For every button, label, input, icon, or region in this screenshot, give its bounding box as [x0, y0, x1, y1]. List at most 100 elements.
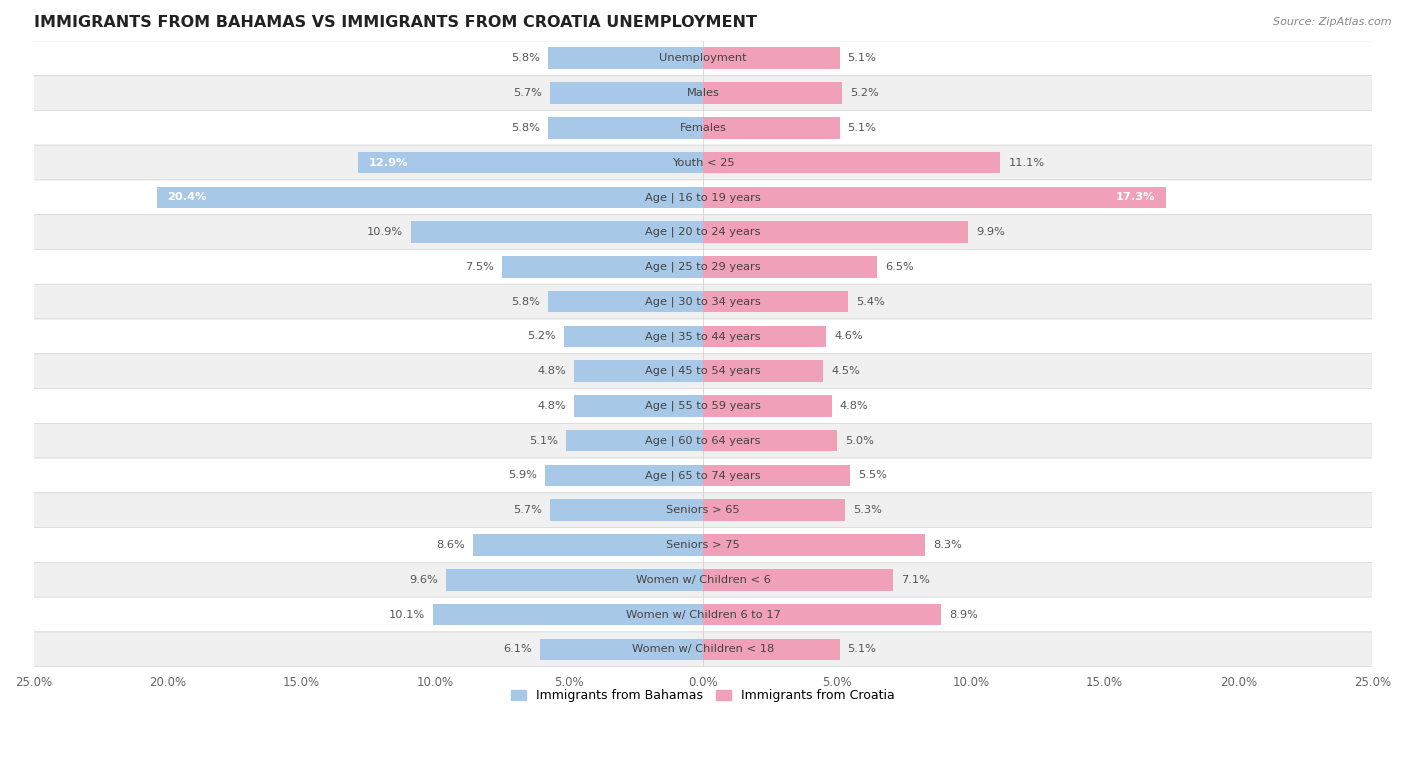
Bar: [703, 430, 837, 451]
Bar: [411, 221, 703, 243]
Text: 5.1%: 5.1%: [530, 436, 558, 446]
Bar: [703, 500, 845, 521]
Text: 4.6%: 4.6%: [834, 332, 863, 341]
Bar: [550, 500, 703, 521]
Text: Unemployment: Unemployment: [659, 53, 747, 64]
Text: 12.9%: 12.9%: [368, 157, 408, 167]
Bar: [703, 83, 842, 104]
Text: Source: ZipAtlas.com: Source: ZipAtlas.com: [1274, 17, 1392, 27]
Bar: [703, 465, 851, 486]
Bar: [703, 326, 827, 347]
Bar: [703, 256, 877, 278]
Text: 5.1%: 5.1%: [848, 644, 876, 654]
Text: 4.8%: 4.8%: [537, 401, 567, 411]
Bar: [548, 291, 703, 313]
Text: 5.8%: 5.8%: [510, 53, 540, 64]
FancyBboxPatch shape: [34, 354, 1372, 388]
Text: 4.8%: 4.8%: [537, 366, 567, 376]
Text: 4.8%: 4.8%: [839, 401, 869, 411]
Text: Age | 20 to 24 years: Age | 20 to 24 years: [645, 227, 761, 238]
Text: 5.4%: 5.4%: [856, 297, 884, 307]
Text: 5.1%: 5.1%: [848, 123, 876, 132]
Bar: [703, 569, 893, 590]
FancyBboxPatch shape: [34, 250, 1372, 284]
Bar: [703, 152, 1000, 173]
Text: Age | 25 to 29 years: Age | 25 to 29 years: [645, 262, 761, 272]
Text: Age | 60 to 64 years: Age | 60 to 64 years: [645, 435, 761, 446]
Text: 5.9%: 5.9%: [508, 470, 537, 481]
Text: Youth < 25: Youth < 25: [672, 157, 734, 167]
Text: 6.1%: 6.1%: [503, 644, 531, 654]
Text: 9.6%: 9.6%: [409, 575, 437, 584]
FancyBboxPatch shape: [34, 388, 1372, 423]
Text: Age | 55 to 59 years: Age | 55 to 59 years: [645, 400, 761, 411]
Text: 5.7%: 5.7%: [513, 88, 543, 98]
Bar: [502, 256, 703, 278]
Text: 17.3%: 17.3%: [1116, 192, 1156, 202]
FancyBboxPatch shape: [34, 76, 1372, 111]
FancyBboxPatch shape: [34, 145, 1372, 180]
Text: 7.5%: 7.5%: [465, 262, 494, 272]
Bar: [703, 604, 942, 625]
FancyBboxPatch shape: [34, 180, 1372, 215]
Bar: [564, 326, 703, 347]
FancyBboxPatch shape: [34, 284, 1372, 319]
Text: 5.0%: 5.0%: [845, 436, 873, 446]
FancyBboxPatch shape: [34, 215, 1372, 250]
Bar: [575, 395, 703, 416]
Bar: [703, 638, 839, 660]
FancyBboxPatch shape: [34, 528, 1372, 562]
Text: Women w/ Children < 18: Women w/ Children < 18: [631, 644, 775, 654]
Text: 8.6%: 8.6%: [436, 540, 464, 550]
Bar: [703, 48, 839, 69]
Text: 11.1%: 11.1%: [1008, 157, 1045, 167]
Text: Females: Females: [679, 123, 727, 132]
Text: 5.2%: 5.2%: [527, 332, 555, 341]
Bar: [540, 638, 703, 660]
Text: 7.1%: 7.1%: [901, 575, 929, 584]
FancyBboxPatch shape: [34, 597, 1372, 632]
Bar: [703, 186, 1166, 208]
Legend: Immigrants from Bahamas, Immigrants from Croatia: Immigrants from Bahamas, Immigrants from…: [506, 684, 900, 707]
Bar: [703, 221, 969, 243]
Text: 10.1%: 10.1%: [388, 609, 425, 619]
FancyBboxPatch shape: [34, 493, 1372, 528]
Bar: [703, 291, 848, 313]
FancyBboxPatch shape: [34, 562, 1372, 597]
Text: Age | 45 to 54 years: Age | 45 to 54 years: [645, 366, 761, 376]
Bar: [550, 83, 703, 104]
FancyBboxPatch shape: [34, 111, 1372, 145]
Text: 5.5%: 5.5%: [858, 470, 887, 481]
Bar: [575, 360, 703, 382]
Text: 5.2%: 5.2%: [851, 88, 879, 98]
Text: 5.8%: 5.8%: [510, 297, 540, 307]
Text: 5.3%: 5.3%: [853, 505, 882, 516]
Bar: [703, 360, 824, 382]
Bar: [357, 152, 703, 173]
Text: Seniors > 65: Seniors > 65: [666, 505, 740, 516]
Text: 8.9%: 8.9%: [949, 609, 979, 619]
Bar: [546, 465, 703, 486]
Text: 5.1%: 5.1%: [848, 53, 876, 64]
Bar: [703, 395, 831, 416]
Text: 10.9%: 10.9%: [367, 227, 404, 237]
Bar: [548, 48, 703, 69]
FancyBboxPatch shape: [34, 423, 1372, 458]
Text: Age | 65 to 74 years: Age | 65 to 74 years: [645, 470, 761, 481]
Text: 5.8%: 5.8%: [510, 123, 540, 132]
Text: 4.5%: 4.5%: [831, 366, 860, 376]
Text: 20.4%: 20.4%: [167, 192, 207, 202]
Text: 9.9%: 9.9%: [976, 227, 1005, 237]
Text: IMMIGRANTS FROM BAHAMAS VS IMMIGRANTS FROM CROATIA UNEMPLOYMENT: IMMIGRANTS FROM BAHAMAS VS IMMIGRANTS FR…: [34, 15, 756, 30]
Text: Women w/ Children < 6: Women w/ Children < 6: [636, 575, 770, 584]
FancyBboxPatch shape: [34, 458, 1372, 493]
Bar: [446, 569, 703, 590]
Bar: [567, 430, 703, 451]
Text: Seniors > 75: Seniors > 75: [666, 540, 740, 550]
FancyBboxPatch shape: [34, 632, 1372, 667]
Text: 6.5%: 6.5%: [886, 262, 914, 272]
FancyBboxPatch shape: [34, 319, 1372, 354]
Text: Age | 35 to 44 years: Age | 35 to 44 years: [645, 331, 761, 341]
Text: Women w/ Children 6 to 17: Women w/ Children 6 to 17: [626, 609, 780, 619]
Text: Age | 30 to 34 years: Age | 30 to 34 years: [645, 297, 761, 307]
